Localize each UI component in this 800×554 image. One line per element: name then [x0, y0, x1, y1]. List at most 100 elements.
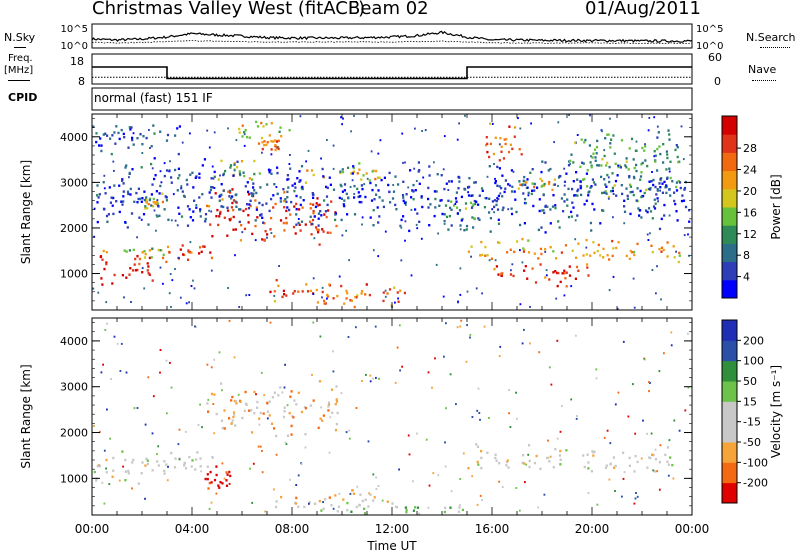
heatmap-cell [592, 241, 595, 244]
heatmap-cell [168, 251, 171, 254]
heatmap-cell [574, 219, 577, 222]
heatmap-cell [494, 259, 497, 262]
heatmap-cell [280, 135, 283, 138]
heatmap-cell [457, 510, 461, 513]
heatmap-cell [458, 180, 461, 183]
heatmap-cell [566, 204, 569, 207]
heatmap-cell [199, 210, 201, 213]
heatmap-cell [668, 439, 671, 442]
heatmap-cell [396, 346, 399, 349]
heatmap-cell [177, 167, 180, 170]
heatmap-cell [675, 189, 679, 192]
heatmap-cell [299, 203, 302, 207]
heatmap-cell [634, 432, 637, 435]
heatmap-cell [292, 225, 296, 229]
heatmap-cell [153, 157, 156, 160]
heatmap-cell [160, 181, 163, 184]
heatmap-cell [93, 207, 96, 210]
heatmap-cell [440, 199, 443, 202]
heatmap-cell [156, 453, 158, 456]
heatmap-cell [645, 209, 648, 212]
heatmap-cell [273, 294, 276, 297]
heatmap-cell [247, 409, 251, 412]
heatmap-cell [521, 261, 524, 264]
heatmap-cell [488, 417, 490, 419]
heatmap-cell [475, 443, 478, 446]
heatmap-cell [523, 328, 525, 331]
freq-legend-line [8, 80, 30, 81]
heatmap-cell [227, 127, 229, 130]
heatmap-cell [352, 492, 355, 495]
heatmap-cell [191, 219, 195, 222]
heatmap-cell [128, 249, 131, 252]
heatmap-cell [218, 215, 221, 218]
heatmap-cell [206, 465, 209, 468]
heatmap-cell [290, 433, 293, 436]
heatmap-cell [456, 206, 459, 209]
heatmap-cell [500, 145, 503, 148]
heatmap-cell [481, 499, 483, 502]
heatmap-cell [302, 199, 305, 202]
heatmap-cell [399, 289, 402, 292]
heatmap-cell [615, 194, 618, 197]
heatmap-cell [524, 201, 527, 205]
heatmap-cell [93, 425, 95, 427]
noise-ytick-right: 10^5 [696, 24, 723, 35]
heatmap-cell [375, 476, 378, 479]
heatmap-cell [190, 251, 193, 254]
heatmap-cell [498, 462, 501, 465]
heatmap-cell [215, 473, 218, 477]
heatmap-cell [554, 206, 557, 210]
heatmap-cell [122, 132, 125, 136]
heatmap-cell [283, 293, 286, 296]
heatmap-cell [447, 199, 450, 202]
heatmap-cell [663, 203, 666, 207]
heatmap-cell [105, 251, 108, 254]
heatmap-cell [437, 474, 440, 477]
heatmap-cell [593, 450, 596, 453]
heatmap-cell [152, 201, 155, 204]
heatmap-cell [232, 411, 236, 414]
heatmap-cell [169, 160, 171, 163]
heatmap-cell [343, 302, 346, 305]
heatmap-cell [615, 246, 618, 250]
heatmap-cell [331, 411, 334, 414]
heatmap-cell [537, 228, 540, 232]
heatmap-cell [327, 209, 330, 212]
heatmap-cell [478, 412, 481, 414]
heatmap-cell [355, 407, 358, 409]
heatmap-cell [245, 294, 248, 297]
heatmap-cell [480, 240, 483, 244]
heatmap-cell [607, 133, 610, 136]
heatmap-cell [348, 429, 350, 432]
xtick-label: 20:00 [575, 522, 610, 536]
heatmap-cell [312, 193, 315, 196]
heatmap-cell [249, 467, 251, 470]
heatmap-cell [304, 181, 308, 184]
heatmap-cell [199, 457, 202, 460]
heatmap-cell [312, 399, 315, 402]
heatmap-cell [488, 165, 491, 168]
colorbar-segment [722, 188, 737, 208]
heatmap-cell [150, 145, 153, 148]
heatmap-cell [582, 162, 585, 165]
heatmap-cell [226, 473, 229, 476]
heatmap-cell [470, 206, 474, 209]
heatmap-cell [105, 467, 107, 470]
heatmap-cell [562, 210, 565, 213]
heatmap-cell [357, 191, 360, 194]
heatmap-cell [441, 212, 444, 216]
colorbar-tick-label: 20 [743, 185, 757, 198]
heatmap-cell [259, 445, 262, 448]
heatmap-cell [461, 508, 464, 512]
heatmap-cell [270, 172, 273, 175]
colorbar-segment [722, 320, 737, 341]
heatmap-cell [517, 117, 519, 120]
heatmap-cell [661, 191, 664, 194]
heatmap-cell [282, 221, 285, 225]
heatmap-cell [177, 206, 180, 209]
heatmap-cell [518, 148, 521, 151]
heatmap-cell [499, 192, 502, 195]
heatmap-cell [488, 155, 491, 159]
heatmap-cell [356, 294, 359, 297]
